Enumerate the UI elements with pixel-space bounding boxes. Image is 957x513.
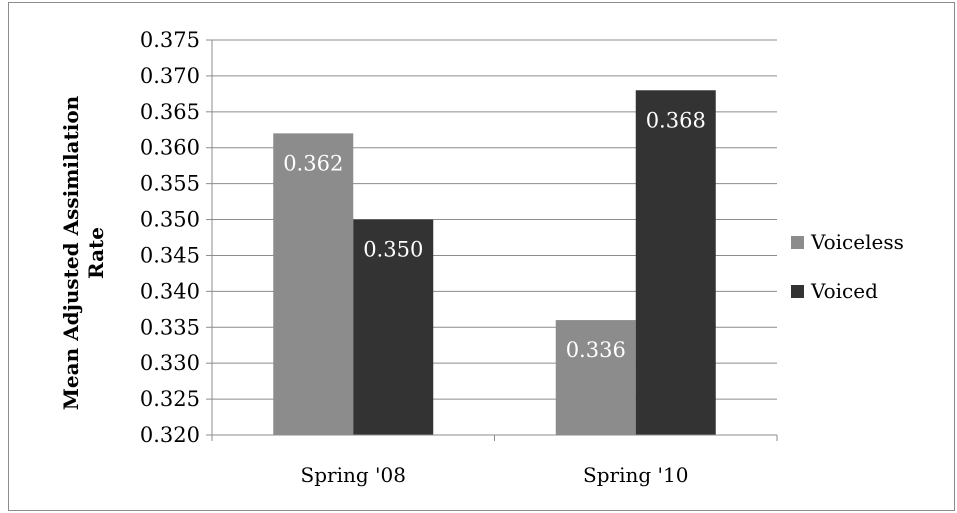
legend: Voiceless Voiced	[791, 230, 904, 303]
data-label: 0.362	[283, 151, 343, 175]
y-tick-label: 0.320	[140, 423, 200, 447]
bar	[636, 90, 716, 435]
y-axis-title-line-2: Rate	[84, 227, 108, 279]
bar	[273, 133, 353, 435]
x-category-label: Spring '10	[583, 463, 688, 487]
x-category-label: Spring '08	[301, 463, 406, 487]
bars	[273, 90, 716, 435]
y-tick-label: 0.340	[140, 279, 200, 303]
y-tick-label: 0.365	[140, 100, 200, 124]
legend-swatch-voiceless	[791, 236, 804, 249]
y-tick-label: 0.360	[140, 136, 200, 160]
y-tick-label: 0.375	[140, 28, 200, 52]
y-tick-label: 0.350	[140, 208, 200, 232]
y-axis-title-line-1: Mean Adjusted Assimilation	[59, 95, 83, 410]
data-label: 0.350	[363, 238, 423, 262]
y-tick-label: 0.345	[140, 243, 200, 267]
y-tick-label: 0.330	[140, 351, 200, 375]
legend-swatch-voiced	[791, 285, 804, 298]
legend-label-voiced: Voiced	[810, 279, 878, 303]
y-tick-label: 0.335	[140, 315, 200, 339]
data-label: 0.336	[566, 338, 626, 362]
legend-label-voiceless: Voiceless	[810, 230, 904, 254]
y-tick-label: 0.325	[140, 387, 200, 411]
y-tick-label: 0.355	[140, 172, 200, 196]
data-label: 0.368	[646, 108, 706, 132]
y-tick-label: 0.370	[140, 64, 200, 88]
